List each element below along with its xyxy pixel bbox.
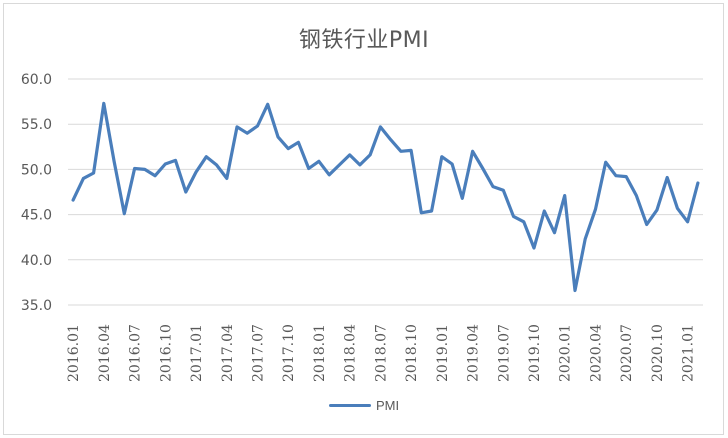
legend-label: PMI: [376, 397, 400, 413]
y-tick-label: 40.0: [21, 253, 52, 269]
y-tick-label: 35.0: [21, 298, 52, 314]
x-tick-label: 2018.07: [373, 324, 389, 382]
x-tick-label: 2019.10: [527, 324, 543, 382]
x-tick-label: 2019.01: [435, 324, 451, 382]
pmi-series-line: [71, 101, 700, 293]
gridlines: [68, 78, 703, 306]
y-tick-label: 60.0: [21, 72, 52, 88]
legend-line-icon: [329, 403, 371, 407]
x-tick-label: 2018.10: [404, 324, 420, 382]
x-tick-label: 2020.10: [650, 324, 666, 382]
x-tick-label: 2020.04: [588, 324, 604, 382]
y-tick-label: 55.0: [21, 117, 52, 133]
x-tick-label: 2018.01: [312, 324, 328, 382]
x-tick-label: 2016.10: [158, 324, 174, 382]
x-tick-label: 2020.01: [558, 324, 574, 382]
x-tick-label: 2021.01: [681, 324, 697, 382]
y-axis-ticks: 60.0 55.0 50.0 45.0 40.0 35.0: [21, 72, 52, 314]
x-tick-label: 2017.01: [189, 324, 205, 382]
y-tick-label: 50.0: [21, 162, 52, 178]
y-tick-label: 45.0: [21, 208, 52, 224]
x-tick-label: 2016.01: [66, 324, 82, 382]
x-tick-label: 2020.07: [619, 324, 635, 382]
x-tick-label: 2016.07: [128, 324, 144, 382]
x-tick-label: 2019.04: [466, 324, 482, 382]
x-tick-label: 2017.04: [220, 324, 236, 382]
x-tick-label: 2017.07: [250, 324, 266, 382]
x-axis-ticks: 2016.01 2016.04 2016.07 2016.10 2017.01 2017.…: [66, 324, 697, 382]
x-tick-label: 2016.04: [97, 324, 113, 382]
legend: PMI: [329, 396, 399, 414]
x-tick-label: 2018.04: [343, 324, 359, 382]
x-tick-label: 2019.07: [496, 324, 512, 382]
chart-title: 钢铁行业PMI: [298, 28, 430, 53]
chart-frame: [3, 3, 724, 435]
x-tick-label: 2017.10: [281, 324, 297, 382]
